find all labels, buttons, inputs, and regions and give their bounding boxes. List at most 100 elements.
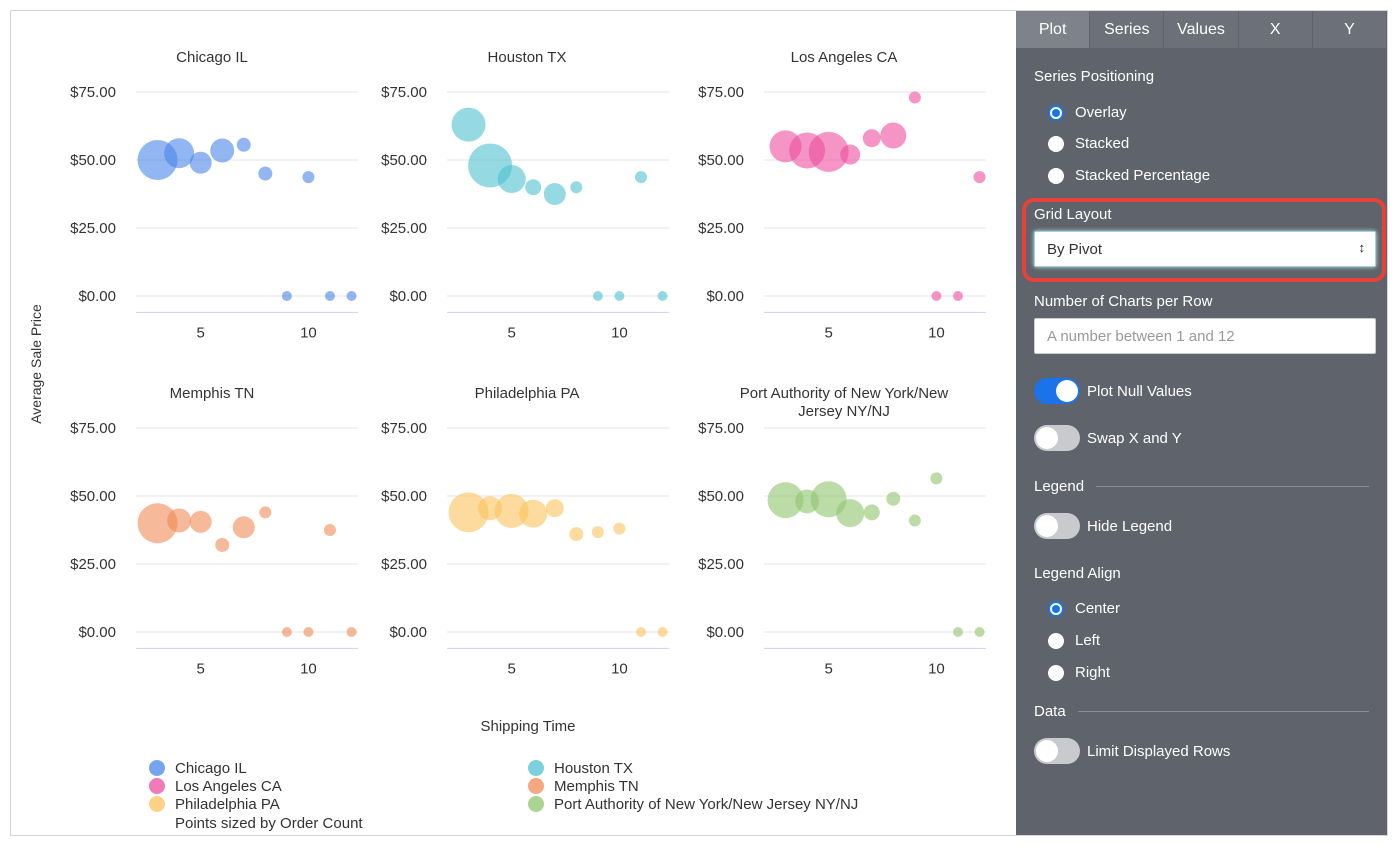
data-point: [451, 107, 486, 142]
y-tick-label: $75.00: [381, 84, 427, 101]
hide-legend-toggle[interactable]: Hide Legend: [1034, 513, 1172, 539]
panel-title: Philadelphia PA: [475, 385, 580, 402]
radio-label: Overlay: [1075, 104, 1127, 121]
x-tick-label: 10: [611, 324, 628, 341]
y-tick-label: $50.00: [698, 488, 744, 505]
section-label: Data: [1034, 703, 1066, 720]
radio-stacked[interactable]: Stacked: [1048, 135, 1129, 152]
radio-label: Center: [1075, 600, 1121, 617]
y-tick-label: $75.00: [70, 84, 116, 101]
radio-selected-icon: [1048, 104, 1064, 121]
legend-item: Port Authority of New York/New Jersey NY…: [554, 796, 858, 813]
y-tick-label: $75.00: [698, 420, 744, 437]
tab-y[interactable]: Y: [1313, 11, 1388, 48]
data-point: [767, 482, 804, 519]
data-point: [323, 524, 336, 536]
toggle-switch[interactable]: [1034, 425, 1080, 451]
data-point: [164, 138, 195, 169]
data-point: [836, 499, 865, 528]
data-point: [215, 537, 230, 552]
data-point: [525, 179, 542, 196]
radio-stacked-percentage[interactable]: Stacked Percentage: [1048, 167, 1210, 184]
data-point: [302, 171, 315, 184]
tab-series[interactable]: Series: [1090, 11, 1165, 48]
data-point: [519, 499, 548, 528]
radio-label: Left: [1075, 632, 1101, 649]
data-point: [862, 129, 881, 148]
data-point: [259, 506, 272, 519]
legend-swatch-icon: [149, 796, 165, 812]
panel-title: Port Authority of New York/New: [740, 385, 949, 402]
grid-layout-label: Grid Layout: [1034, 206, 1112, 223]
data-point: [281, 627, 292, 637]
tab-values[interactable]: Values: [1164, 11, 1239, 48]
legend-item: Houston TX: [554, 760, 633, 777]
toggle-switch[interactable]: [1034, 513, 1080, 539]
legend-swatch-icon: [528, 760, 544, 776]
data-point: [634, 171, 647, 184]
data-point: [591, 526, 604, 539]
legend-item: Philadelphia PA: [175, 796, 280, 813]
tab-plot[interactable]: Plot: [1016, 11, 1091, 48]
data-point: [543, 183, 566, 205]
series-positioning-label: Series Positioning: [1034, 68, 1155, 85]
input-placeholder: A number between 1 and 12: [1047, 328, 1235, 345]
radio-icon: [1048, 632, 1064, 649]
grid-layout-select[interactable]: By Pivot ↕: [1034, 231, 1376, 267]
data-point: [908, 514, 921, 527]
legend-section-header: Legend: [1034, 478, 1369, 495]
y-tick-label: $0.00: [706, 624, 744, 641]
x-tick-label: 5: [196, 660, 204, 677]
y-tick-label: $25.00: [381, 220, 427, 237]
divider: [1077, 711, 1369, 712]
data-point: [167, 508, 192, 533]
data-point: [592, 291, 603, 301]
data-point: [886, 491, 901, 506]
radio-overlay[interactable]: Overlay: [1048, 104, 1127, 121]
y-tick-label: $75.00: [70, 420, 116, 437]
radio-center[interactable]: Center: [1048, 600, 1120, 617]
swap-xy-toggle[interactable]: Swap X and Y: [1034, 425, 1182, 451]
data-point: [808, 131, 849, 172]
plot-null-toggle[interactable]: Plot Null Values: [1034, 378, 1192, 404]
data-point: [324, 291, 335, 301]
toggle-switch[interactable]: [1034, 378, 1080, 404]
legend-item: Chicago IL: [175, 760, 247, 777]
y-tick-label: $0.00: [78, 288, 116, 305]
limit-rows-toggle[interactable]: Limit Displayed Rows: [1034, 738, 1230, 764]
radio-left[interactable]: Left: [1048, 632, 1100, 649]
y-tick-label: $0.00: [389, 288, 427, 305]
y-tick-label: $75.00: [381, 420, 427, 437]
size-note: Points sized by Order Count: [175, 815, 363, 832]
y-tick-label: $0.00: [706, 288, 744, 305]
toggle-label: Hide Legend: [1087, 517, 1173, 535]
radio-selected-icon: [1048, 600, 1064, 617]
radio-icon: [1048, 664, 1064, 681]
data-point: [236, 137, 251, 152]
x-tick-label: 10: [928, 660, 945, 677]
data-point: [189, 151, 212, 174]
x-tick-label: 5: [824, 324, 832, 341]
panel-title: Jersey NY/NJ: [798, 403, 890, 420]
scatter-grid-chart: Chicago IL $0.00 $25.00 $50.00 $75.00 5 10 Hous…: [28, 49, 986, 832]
tab-x[interactable]: X: [1239, 11, 1313, 48]
data-point: [210, 138, 235, 163]
y-tick-label: $0.00: [389, 624, 427, 641]
data-section-header: Data: [1034, 703, 1369, 720]
y-tick-label: $50.00: [698, 152, 744, 169]
data-point: [232, 516, 255, 539]
x-tick-label: 5: [507, 660, 515, 677]
data-point: [952, 291, 963, 301]
data-point: [613, 522, 626, 535]
data-point: [137, 503, 178, 544]
y-tick-label: $25.00: [70, 220, 116, 237]
charts-per-row-input[interactable]: A number between 1 and 12: [1034, 318, 1376, 354]
radio-right[interactable]: Right: [1048, 664, 1110, 681]
data-point: [931, 291, 942, 301]
legend-swatch-icon: [528, 778, 544, 794]
y-tick-label: $50.00: [70, 488, 116, 505]
legend-align-label: Legend Align: [1034, 565, 1121, 582]
radio-icon: [1048, 167, 1064, 184]
data-point: [281, 291, 292, 301]
toggle-switch[interactable]: [1034, 738, 1080, 764]
